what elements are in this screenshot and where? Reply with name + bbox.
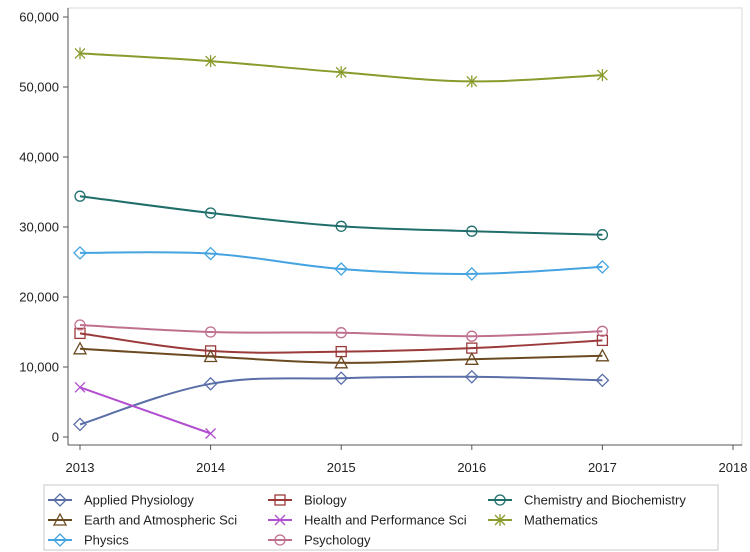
data-point-biology [596,334,609,347]
data-point-health-and-performance-sci [205,428,217,439]
legend-marker [53,493,67,507]
data-point-physics [464,266,479,281]
legend-label: Psychology [304,533,371,548]
data-point-chemistry-and-biochemistry [74,190,86,202]
legend-marker [274,494,286,506]
series-physics [73,245,610,281]
legend-item-health-and-performance-sci: Health and Performance Sci [268,513,467,528]
legend: Applied Physiology Biology Chemistry and B… [48,493,686,548]
legend-label: Mathematics [524,513,598,528]
legend-item-physics: Physics [48,533,129,548]
data-point-physics [334,262,349,276]
data-point-chemistry-and-biochemistry [596,229,609,241]
y-tick-label: 10,000 [19,360,59,375]
data-point-earth-and-atmospheric-sci [334,355,349,369]
data-point-health-and-performance-sci [74,381,86,393]
legend-marker [494,494,506,506]
series-chemistry-and-biochemistry [74,190,609,241]
data-point-physics [73,245,87,260]
series-health-and-performance-sci [74,381,217,439]
x-tick-label: 2014 [196,460,225,475]
legend-item-earth-and-atmospheric-sci: Earth and Atmospheric Sci [48,513,237,528]
data-point-applied-physiology [464,369,479,384]
data-point-psychology [466,330,478,342]
x-tick-label: 2016 [457,460,486,475]
legend-label: Chemistry and Biochemistry [524,493,686,508]
legend-label: Earth and Atmospheric Sci [84,513,237,528]
legend-label: Applied Physiology [84,493,194,508]
legend-marker [274,514,286,526]
data-point-applied-physiology [334,371,349,386]
legend-item-chemistry-and-biochemistry: Chemistry and Biochemistry [488,493,686,508]
legend-label: Health and Performance Sci [304,513,467,528]
data-point-mathematics [466,75,478,88]
y-tick-label: 50,000 [19,80,59,95]
y-tick-label: 0 [52,430,59,445]
data-point-earth-and-atmospheric-sci [203,349,218,363]
legend-marker [274,534,286,546]
data-point-applied-physiology [203,376,218,391]
legend-marker [52,512,68,526]
x-tick-label: 2015 [327,460,356,475]
series-line-health-and-performance-sci [79,386,211,435]
legend-label: Physics [84,533,129,548]
legend-box [43,484,719,551]
data-point-applied-physiology [73,417,87,432]
data-point-psychology [74,319,86,331]
data-point-mathematics [335,66,347,79]
series-mathematics [74,47,608,88]
series-line-applied-physiology [79,375,603,426]
data-point-mathematics [74,47,86,60]
y-tick-label: 30,000 [19,220,59,235]
data-point-chemistry-and-biochemistry [466,225,478,237]
data-point-psychology [204,326,217,338]
series-line-psychology [79,324,603,338]
data-point-psychology [596,325,609,337]
series-line-physics [79,251,603,275]
series-earth-and-atmospheric-sci [72,341,610,369]
data-point-mathematics [205,55,217,68]
legend-item-mathematics: Mathematics [488,513,598,528]
y-axis: 0 10,000 20,000 30,000 40,000 50,000 60,000 [19,8,69,445]
series-line-earth-and-atmospheric-sci [79,347,603,364]
data-point-physics [595,259,610,274]
data-point-psychology [335,327,347,339]
legend-item-psychology: Psychology [268,533,371,548]
x-axis: 2013 2014 2015 2016 2017 2018 [66,444,748,475]
y-tick-label: 60,000 [19,10,59,25]
data-point-applied-physiology [595,373,610,388]
data-point-biology [74,327,86,340]
x-tick-label: 2013 [66,460,95,475]
series-applied-physiology [73,369,610,432]
data-point-chemistry-and-biochemistry [335,220,347,232]
legend-marker [53,533,67,547]
x-tick-label: 2018 [719,460,748,475]
data-point-chemistry-and-biochemistry [204,207,217,219]
series-psychology [74,319,609,342]
legend-item-applied-physiology: Applied Physiology [48,493,194,508]
legend-label: Biology [304,493,347,508]
data-point-earth-and-atmospheric-sci [595,348,610,362]
plot-area [67,7,743,446]
data-point-mathematics [596,69,608,82]
y-tick-label: 40,000 [19,150,59,165]
data-point-earth-and-atmospheric-sci [464,351,479,365]
data-point-physics [203,246,218,261]
legend-marker [494,514,506,526]
y-tick-label: 20,000 [19,290,59,305]
data-point-earth-and-atmospheric-sci [72,341,88,355]
x-tick-label: 2017 [588,460,617,475]
series-layer [72,47,610,439]
legend-item-biology: Biology [268,493,347,508]
series-line-biology [79,332,603,354]
series-line-chemistry-and-biochemistry [79,195,603,236]
